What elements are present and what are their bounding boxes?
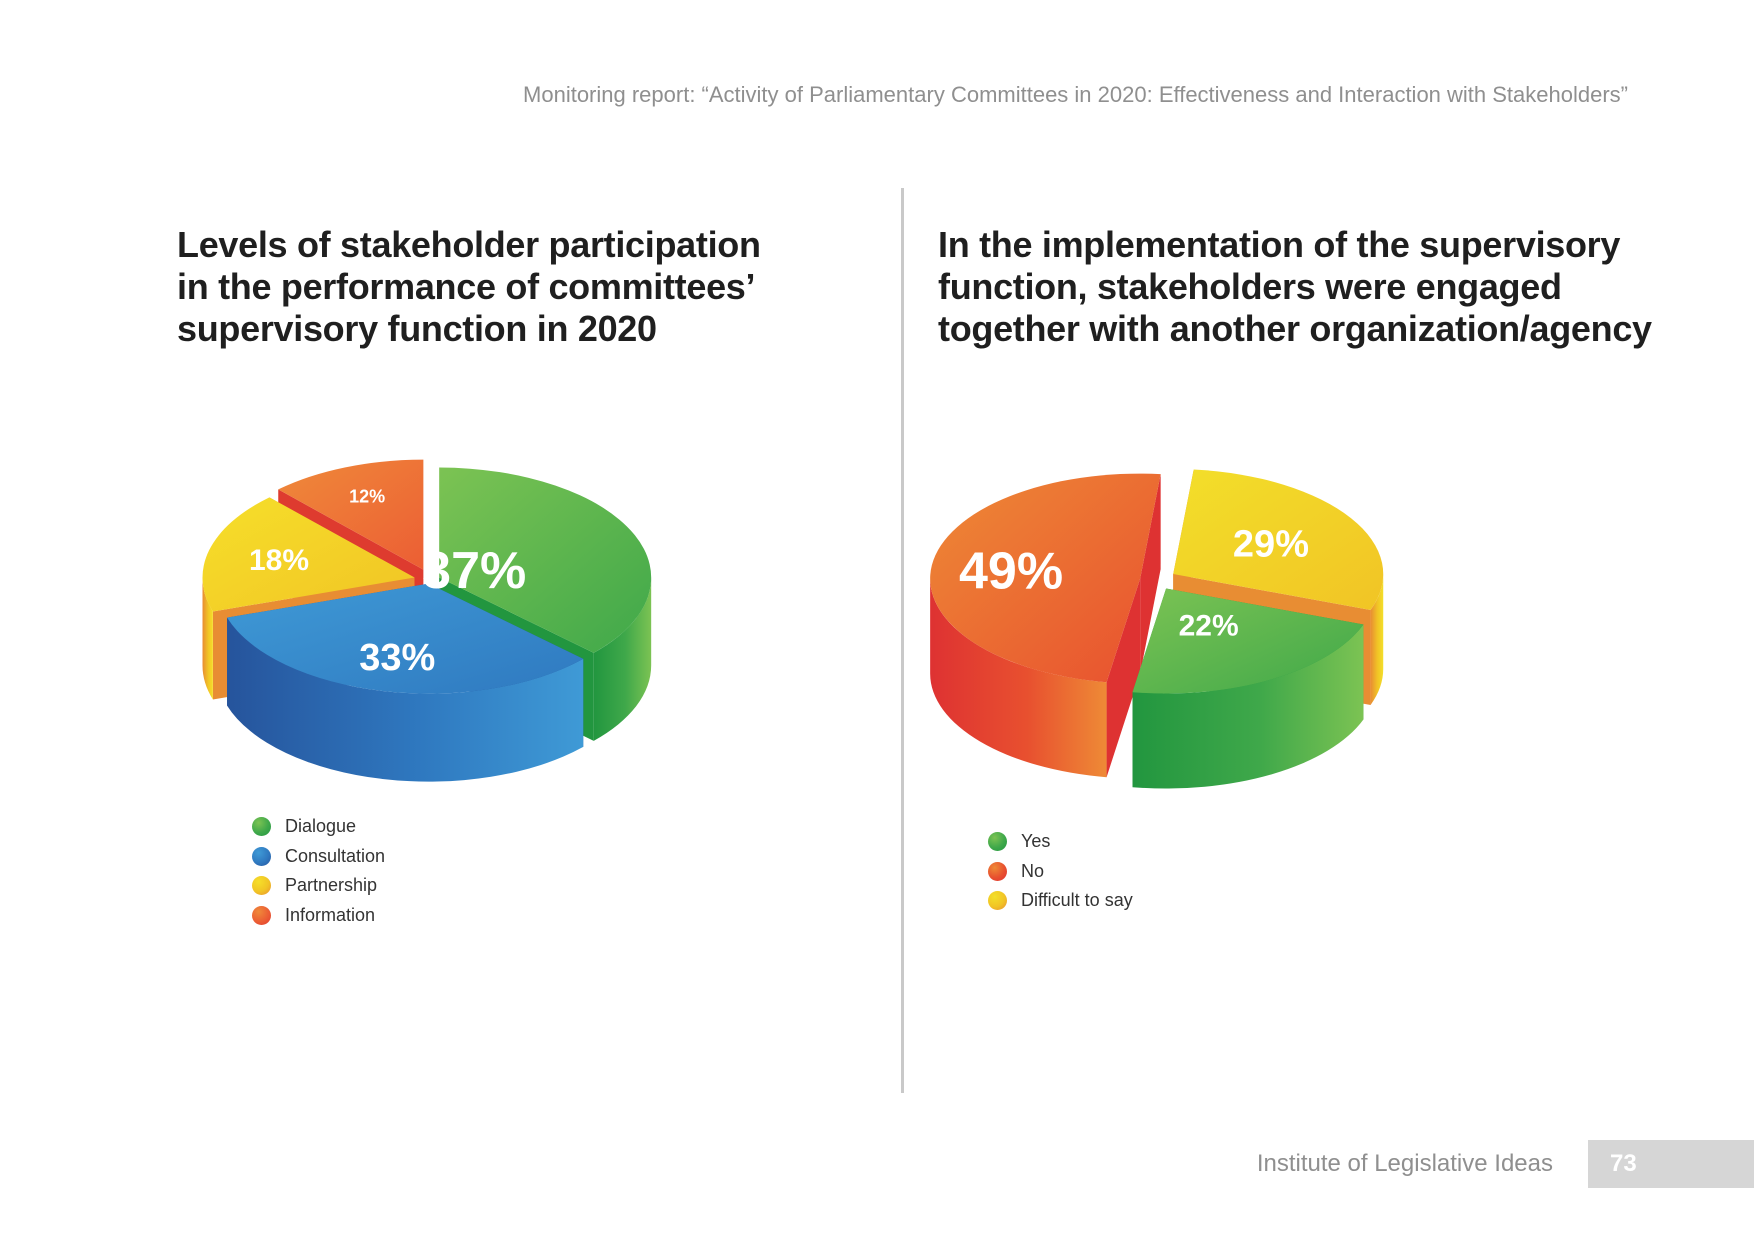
- legend-label-information: Information: [285, 904, 376, 925]
- legend-swatch-partnership: [252, 876, 271, 896]
- report-title: Monitoring report: “Activity of Parliame…: [523, 82, 1628, 107]
- pie-2-yes-data-label: 22%: [1179, 609, 1239, 642]
- chart-title-right-line-1: In the implementation of the supervisory: [938, 224, 1621, 265]
- pie-1-consultation-slice: [227, 583, 584, 782]
- legend-swatch-information: [252, 905, 271, 925]
- legend-item-partnership: Partnership: [252, 871, 385, 901]
- pie-2-no-data-label: 49%: [959, 542, 1063, 600]
- legend-item-information: Information: [252, 901, 385, 931]
- pie-2-difficult-to-say-data-label: 29%: [1233, 524, 1309, 566]
- legend-label-partnership: Partnership: [285, 875, 378, 896]
- chart-title-left-line-2: in the performance of committees’: [177, 266, 756, 307]
- page-number-box: 73: [1588, 1140, 1754, 1188]
- column-divider: [901, 188, 904, 1093]
- legend-label-no: No: [1021, 860, 1045, 881]
- pie-1-consultation-data-label: 33%: [359, 637, 435, 679]
- legend-swatch-yes: [988, 832, 1007, 852]
- legend-item-difficult-to-say: Difficult to say: [988, 886, 1133, 916]
- legend-item-no: No: [988, 857, 1133, 887]
- chart-title-right-line-3: together with another organization/agenc…: [938, 308, 1652, 349]
- legend-item-yes: Yes: [988, 827, 1133, 857]
- legend-item-dialogue: Dialogue: [252, 812, 385, 842]
- pie-chart-stakeholder-levels: 37% 33% 18% 12%: [202, 459, 652, 782]
- legend-label-difficult-to-say: Difficult to say: [1021, 890, 1133, 911]
- legend-label-dialogue: Dialogue: [285, 816, 357, 837]
- legend-left: Dialogue Consultation Partnership Informati…: [252, 812, 385, 930]
- pie-2-no-slice: [930, 473, 1161, 778]
- legend-swatch-no: [988, 861, 1007, 881]
- legend-swatch-difficult-to-say: [988, 891, 1007, 911]
- pie-1-information-data-label: 12%: [349, 486, 385, 506]
- chart-title-left: Levels of stakeholder participation in t…: [177, 224, 797, 350]
- chart-title-left-line-3: supervisory function in 2020: [177, 308, 657, 349]
- chart-title-right: In the implementation of the supervisory…: [938, 224, 1652, 350]
- page-number: 73: [1610, 1150, 1637, 1177]
- pie-2-yes-slice: [1132, 588, 1364, 789]
- legend-right: Yes No Difficult to say: [988, 827, 1133, 916]
- legend-label-yes: Yes: [1021, 831, 1051, 852]
- legend-item-consultation: Consultation: [252, 842, 385, 872]
- pie-1-partnership-data-label: 18%: [249, 544, 309, 577]
- legend-swatch-consultation: [252, 846, 271, 866]
- chart-title-left-line-1: Levels of stakeholder participation: [177, 224, 761, 265]
- chart-title-right-line-2: function, stakeholders were engaged: [938, 266, 1562, 307]
- footer-institute: Institute of Legislative Ideas: [1256, 1150, 1553, 1177]
- pie-1-dialogue-data-label: 37%: [422, 542, 526, 600]
- legend-swatch-dialogue: [252, 817, 271, 837]
- legend-label-consultation: Consultation: [285, 845, 386, 866]
- pie-chart-engagement: 22% 49% 29%: [930, 469, 1384, 789]
